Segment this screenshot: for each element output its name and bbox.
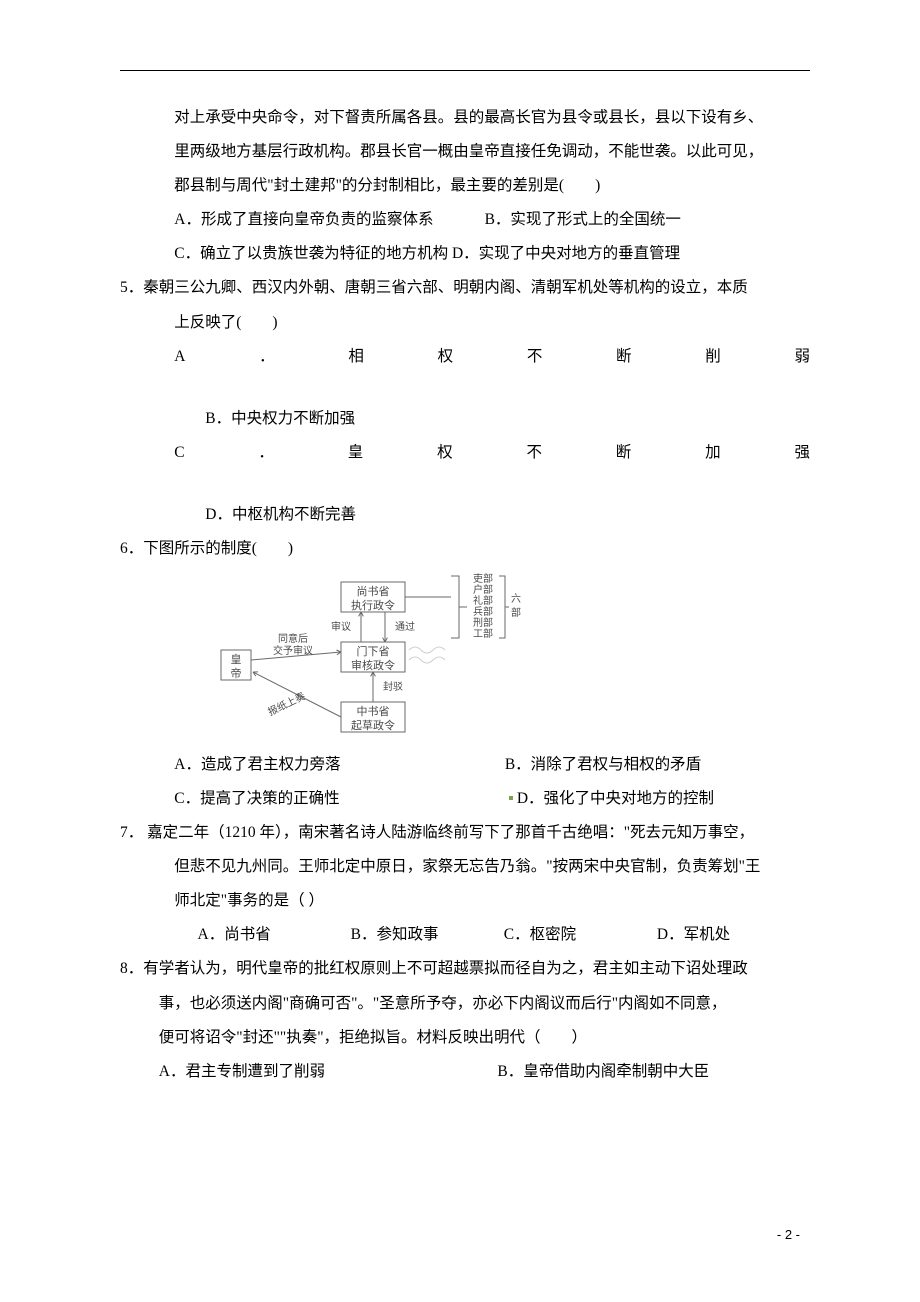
q8-opt-b: B．皇帝借助内阁牵制朝中大臣 — [497, 1055, 709, 1089]
svg-text:同意后: 同意后 — [278, 632, 308, 645]
svg-text:兵部: 兵部 — [473, 605, 493, 618]
q5-c-c5: 强 — [794, 436, 810, 470]
q6-opt-a: A．造成了君主权力旁落 — [174, 748, 505, 782]
svg-text:工部: 工部 — [473, 627, 493, 640]
svg-text:礼部: 礼部 — [473, 594, 493, 607]
q7-opt-a: A．尚书省 — [198, 918, 351, 952]
q5-opt-d: D．中枢机构不断完善 — [205, 498, 810, 532]
svg-text:帝: 帝 — [231, 666, 242, 680]
q5-a-label: A — [174, 340, 185, 374]
q5-c-c0: 皇 — [348, 436, 364, 470]
q4-line1: 对上承受中央命令，对下督责所属各县。县的最高长官为县令或县长，县以下设有乡、 — [174, 101, 810, 135]
svg-text:皇: 皇 — [231, 652, 242, 666]
q6-opt-b: B．消除了君权与相权的矛盾 — [505, 748, 701, 782]
svg-text:封驳: 封驳 — [383, 680, 403, 693]
svg-text:审核政令: 审核政令 — [351, 658, 395, 672]
q4-opt-b: B．实现了形式上的全国统一 — [485, 211, 681, 228]
svg-text:部: 部 — [511, 606, 521, 619]
q5-stem1: 5．秦朝三公九卿、西汉内外朝、唐朝三省六部、明朝内阁、清朝军机处等机构的设立，本… — [136, 271, 811, 305]
q7-opts: A．尚书省 B．参知政事 C．枢密院 D．军机处 — [198, 918, 811, 952]
svg-text:报纸上奏: 报纸上奏 — [266, 689, 308, 718]
q8-stem3: 便可将诏令"封还""执奏"，拒绝拟旨。材料反映出明代（ ） — [159, 1021, 810, 1055]
q5-c-label: C — [174, 436, 184, 470]
q5-c-c1: 权 — [437, 436, 453, 470]
svg-text:门下省: 门下省 — [357, 644, 390, 658]
q5-opt-a-line: A ． 相 权 不 断 削 弱 — [174, 340, 810, 374]
q4-options-cd: C．确立了以贵族世袭为特征的地方机构 D．实现了中央对地方的垂直管理 — [174, 237, 810, 271]
q5-a-c0: 相 — [348, 340, 364, 374]
q6-opts-cd: C．提高了决策的正确性 D．强化了中央对地方的控制 — [174, 782, 810, 816]
svg-text:执行政令: 执行政令 — [351, 598, 395, 612]
marker-dot — [509, 796, 513, 800]
q5-c-c3: 断 — [616, 436, 632, 470]
q4-options-ab: A．形成了直接向皇帝负责的监察体系 B．实现了形式上的全国统一 — [174, 203, 810, 237]
q6-diagram: 皇帝 尚书省执行政令门下省审核政令中书省起草政令 审议 通过封驳 同意后交予审议报纸上奏… — [213, 572, 810, 742]
q5-a-c3: 断 — [616, 340, 632, 374]
q7-opt-c: C．枢密院 — [504, 918, 657, 952]
q5-c-dot: ． — [258, 436, 274, 470]
page-number: - 2 - — [777, 1227, 800, 1242]
q4-opt-d: D．实现了中央对地方的垂直管理 — [452, 245, 680, 262]
q5-a-c4: 削 — [705, 340, 721, 374]
svg-text:起草政令: 起草政令 — [351, 718, 395, 732]
q4-line2: 里两级地方基层行政机构。郡县长官一概由皇帝直接任免调动，不能世袭。以此可见， — [174, 135, 810, 169]
svg-text:通过: 通过 — [395, 620, 415, 633]
q5-opt-b: B．中央权力不断加强 — [205, 402, 810, 436]
svg-text:户部: 户部 — [473, 583, 493, 596]
q6-stem: 6．下图所示的制度( ) — [136, 532, 811, 566]
q6-opts-ab: A．造成了君主权力旁落 B．消除了君权与相权的矛盾 — [174, 748, 810, 782]
q5-a-c2: 不 — [527, 340, 543, 374]
q5-a-dot: ． — [259, 340, 275, 374]
q5-c-c4: 加 — [705, 436, 721, 470]
q7-opt-d: D．军机处 — [657, 918, 810, 952]
q8-stem2: 事，也必须送内阁"商确可否"。"圣意所予夺，亦必下内阁议而后行"内阁如不同意， — [159, 987, 810, 1021]
svg-text:六: 六 — [511, 593, 521, 605]
q6-opt-c: C．提高了决策的正确性 — [174, 782, 505, 816]
q7-stem1: 7． 嘉定二年（1210 年），南宋著名诗人陆游临终前写下了那首千古绝唱："死去… — [136, 816, 811, 850]
q7-opt-b: B．参知政事 — [351, 918, 504, 952]
q8-opt-a: A．君主专制遭到了削弱 — [159, 1055, 498, 1089]
svg-text:吏部: 吏部 — [473, 572, 493, 585]
q4-line3: 郡县制与周代"封土建邦"的分封制相比，最主要的差别是( ) — [174, 169, 810, 203]
q5-opt-c-line: C ． 皇 权 不 断 加 强 — [174, 436, 810, 470]
q6-opt-d: D．强化了中央对地方的控制 — [517, 790, 714, 807]
q8-opts: A．君主专制遭到了削弱 B．皇帝借助内阁牵制朝中大臣 — [159, 1055, 810, 1089]
q5-a-c1: 权 — [438, 340, 454, 374]
svg-text:中书省: 中书省 — [357, 705, 390, 718]
svg-text:审议: 审议 — [331, 620, 351, 633]
q8-stem1: 8．有学者认为，明代皇帝的批红权原则上不可超越票拟而径自为之，君主如主动下诏处理… — [140, 952, 810, 986]
svg-text:尚书省: 尚书省 — [357, 584, 390, 598]
q5-stem2: 上反映了( ) — [174, 306, 810, 340]
q4-opt-a: A．形成了直接向皇帝负责的监察体系 — [174, 211, 433, 228]
q7-stem2: 但悲不见九州同。王师北定中原日，家祭无忘告乃翁。"按两宋中央官制，负责筹划"王 — [174, 850, 810, 884]
svg-text:交予审议: 交予审议 — [273, 644, 313, 657]
q4-opt-c: C．确立了以贵族世袭为特征的地方机构 — [174, 245, 448, 262]
q5-a-c5: 弱 — [794, 340, 810, 374]
q7-stem3: 师北定"事务的是（ ） — [174, 884, 810, 918]
q5-c-c2: 不 — [526, 436, 542, 470]
svg-text:刑部: 刑部 — [473, 616, 493, 629]
